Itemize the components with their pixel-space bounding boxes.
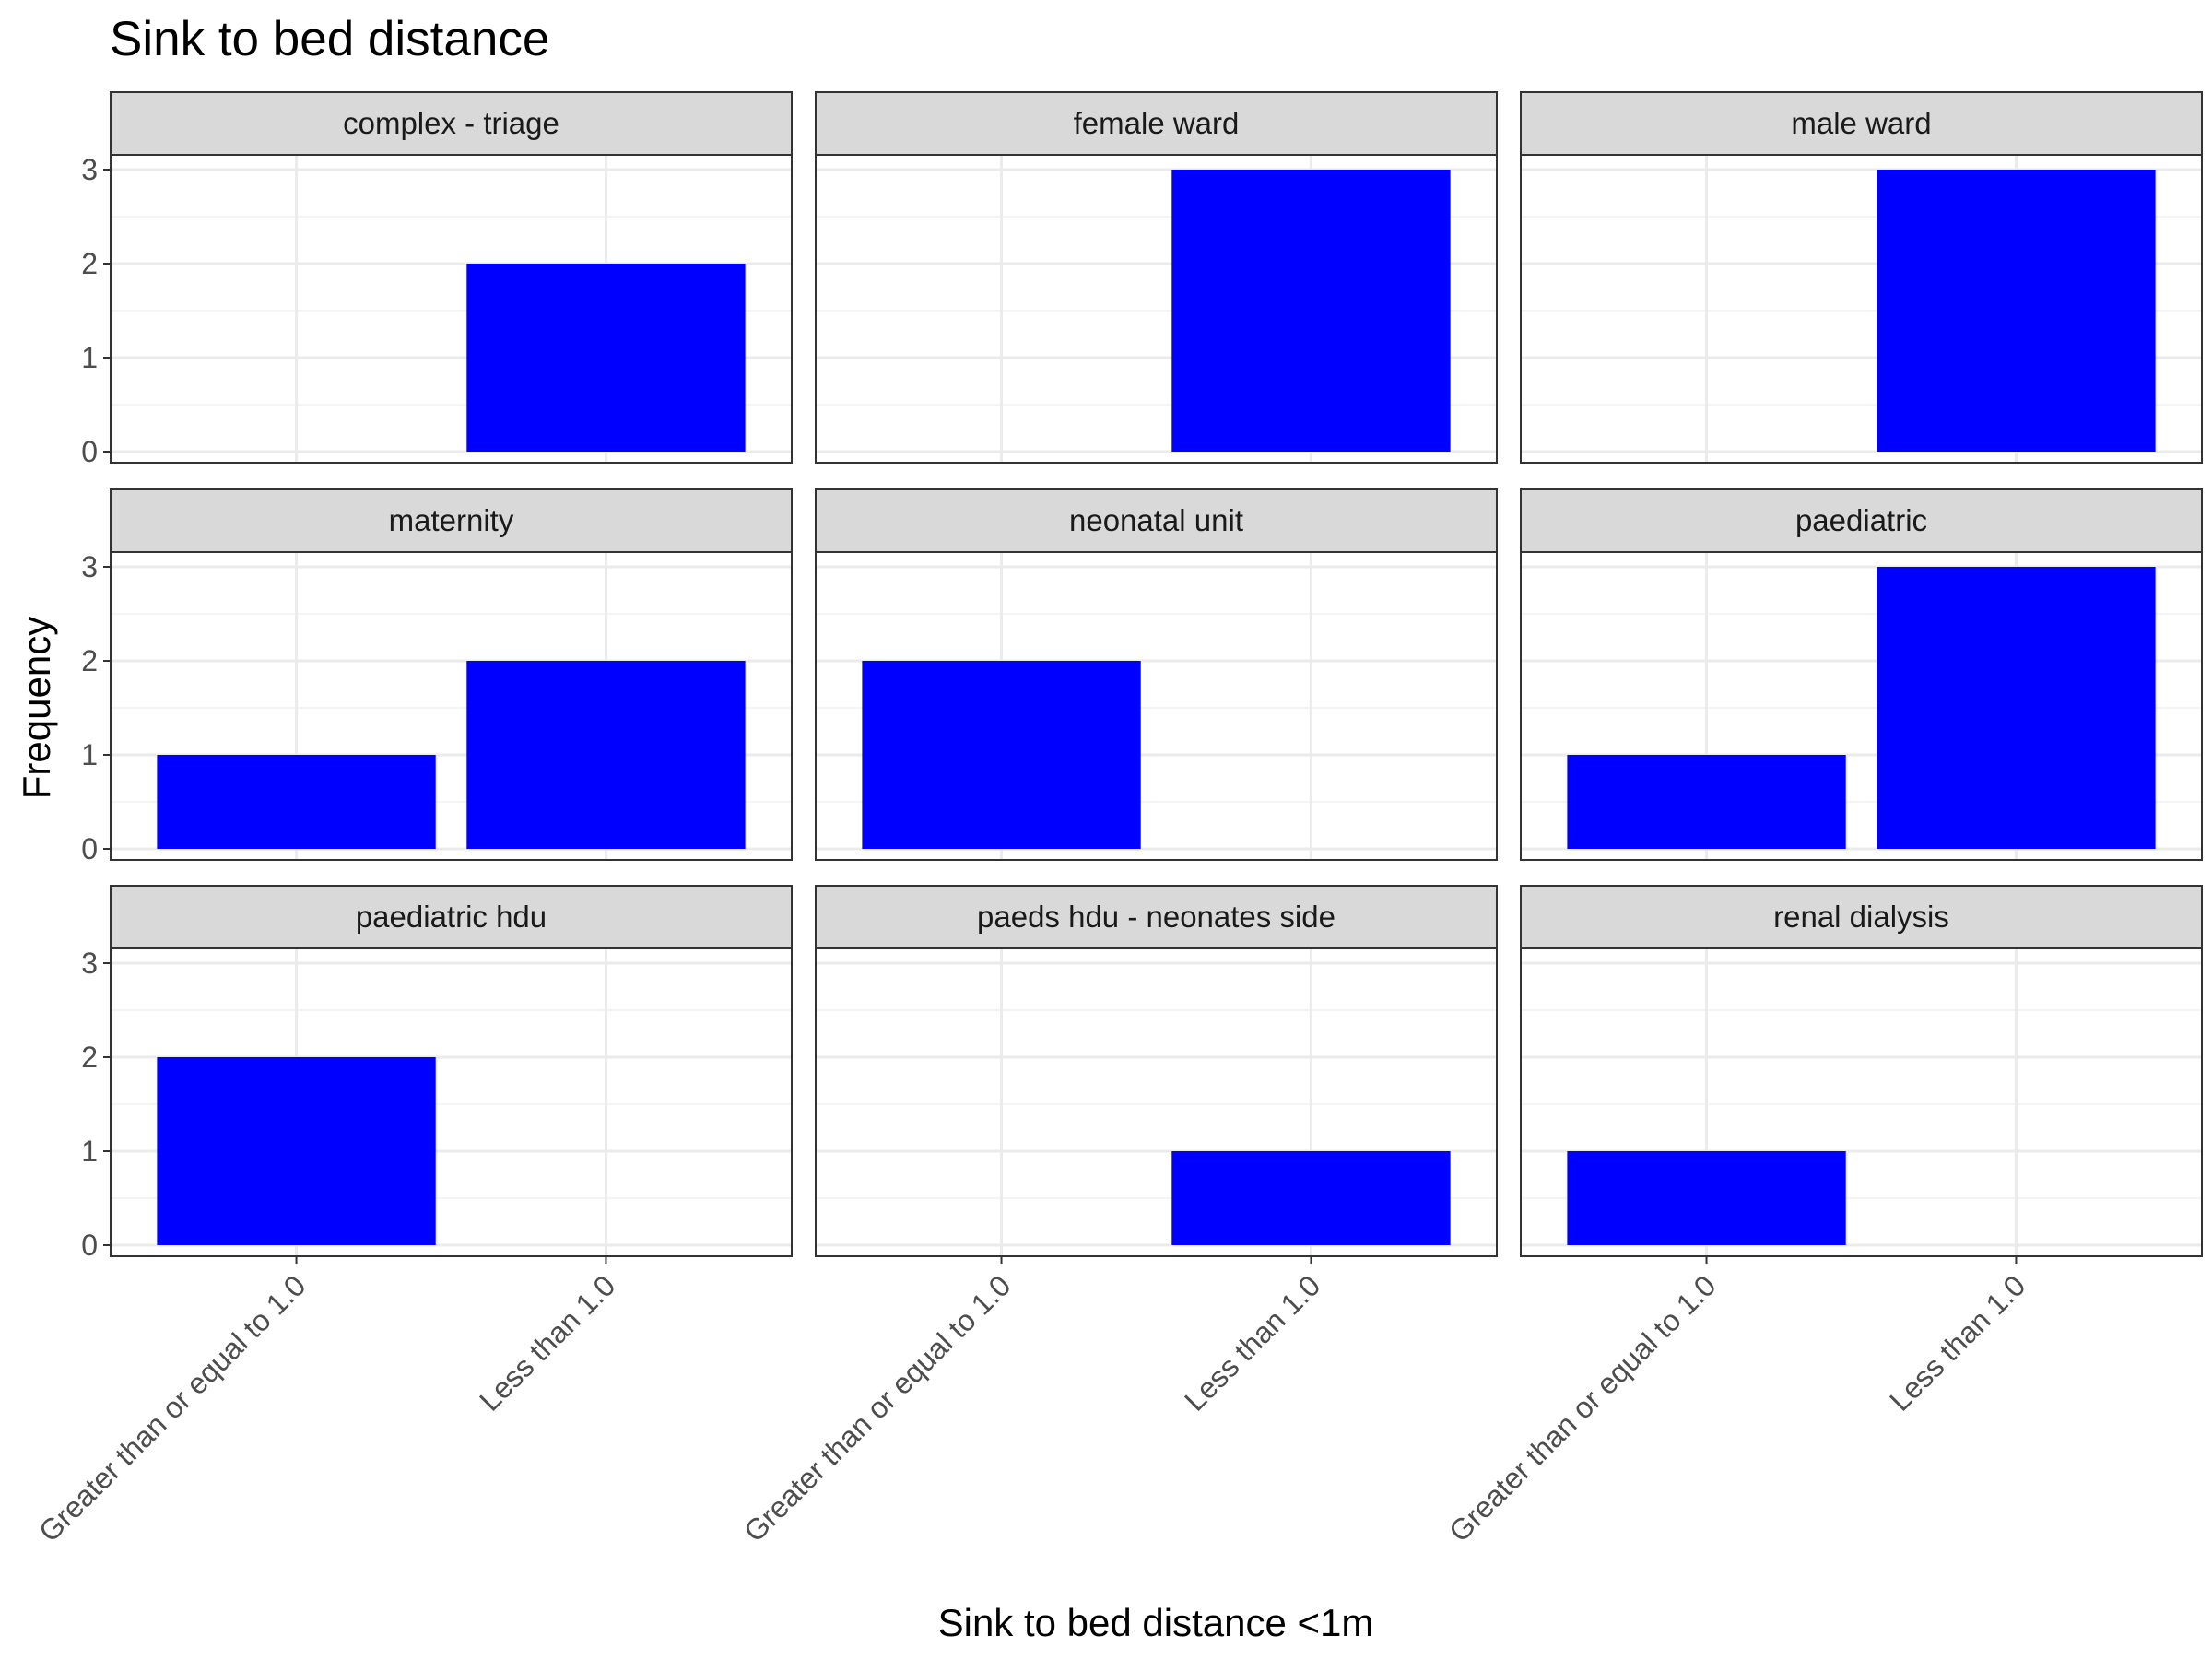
y-tick-label: 2 xyxy=(81,247,98,280)
facet-panel: male ward xyxy=(1520,91,2203,464)
bar xyxy=(466,264,746,452)
facet-strip xyxy=(815,885,1498,949)
y-tick-label: 1 xyxy=(81,341,98,374)
facet-strip xyxy=(1520,91,2203,156)
panel-border xyxy=(1520,947,2203,1257)
facet-panel: renal dialysis xyxy=(1520,885,2203,1257)
bar xyxy=(1171,1151,1451,1245)
panel-border xyxy=(110,551,793,861)
bar xyxy=(1171,170,1451,452)
facet-panel: paediatric hdu 0 1 2 3 xyxy=(81,885,793,1262)
bar xyxy=(466,661,746,849)
bar xyxy=(862,661,1141,849)
x-tick-label: Less than 1.0 xyxy=(1178,1268,1326,1417)
x-tick-label: Less than 1.0 xyxy=(1883,1268,2031,1417)
bar xyxy=(1877,170,2156,452)
bar xyxy=(1567,755,1846,849)
facet-strip xyxy=(110,488,793,553)
facet-label: neonatal unit xyxy=(1069,503,1243,537)
bar xyxy=(1567,1151,1846,1245)
x-axis-title: Sink to bed distance <1m xyxy=(938,1601,1374,1644)
bar xyxy=(1877,567,2156,849)
x-tick-label: Greater than or equal to 1.0 xyxy=(737,1268,1017,1547)
panel-border xyxy=(815,947,1498,1257)
panel-border xyxy=(1520,551,2203,861)
bar xyxy=(157,755,436,849)
facet-panel: paediatric xyxy=(1520,488,2203,861)
panel-border xyxy=(815,154,1498,464)
facet-label: paeds hdu - neonates side xyxy=(977,900,1335,934)
y-tick-label: 3 xyxy=(81,947,98,980)
panel-border xyxy=(110,154,793,464)
facet-panel: paeds hdu - neonates side xyxy=(815,885,1498,1257)
facet-panels: complex - triage 0 1 2 3 female ward male ward… xyxy=(81,91,2203,1262)
x-tick-label: Less than 1.0 xyxy=(473,1268,621,1417)
facet-label: female ward xyxy=(1074,106,1240,140)
chart-title: Sink to bed distance xyxy=(110,12,549,66)
panel-border xyxy=(1520,154,2203,464)
facet-label: male ward xyxy=(1791,106,1931,140)
y-tick-label: 1 xyxy=(81,1135,98,1168)
panel-border xyxy=(110,947,793,1257)
x-tick-label: Greater than or equal to 1.0 xyxy=(1442,1268,1722,1547)
y-tick-label: 0 xyxy=(81,1229,98,1262)
y-tick-label: 2 xyxy=(81,644,98,677)
x-axis: Greater than or equal to 1.0 Less than 1.… xyxy=(32,1256,2031,1548)
facet-panel: maternity 0 1 2 3 xyxy=(81,488,793,865)
facet-panel: neonatal unit xyxy=(815,488,1498,861)
y-tick-label: 0 xyxy=(81,832,98,865)
y-tick-label: 2 xyxy=(81,1041,98,1074)
y-tick-label: 1 xyxy=(81,738,98,771)
facet-label: maternity xyxy=(389,503,514,537)
y-tick-label: 3 xyxy=(81,550,98,583)
bar xyxy=(157,1057,436,1245)
x-tick-label: Greater than or equal to 1.0 xyxy=(32,1268,312,1547)
facet-label: paediatric hdu xyxy=(356,900,547,934)
facet-strip xyxy=(815,488,1498,553)
facet-panel: female ward xyxy=(815,91,1498,464)
y-tick-label: 0 xyxy=(81,435,98,468)
facet-label: complex - triage xyxy=(343,106,559,140)
facet-label: renal dialysis xyxy=(1773,900,1949,934)
facet-label: paediatric xyxy=(1795,503,1927,537)
facet-panel: complex - triage 0 1 2 3 xyxy=(81,91,793,468)
y-axis-title: Frequency xyxy=(15,617,58,799)
panel-border xyxy=(815,551,1498,861)
facet-strip xyxy=(1520,885,2203,949)
facet-strip xyxy=(110,91,793,156)
facet-strip xyxy=(110,885,793,949)
facet-strip xyxy=(815,91,1498,156)
y-tick-label: 3 xyxy=(81,153,98,186)
